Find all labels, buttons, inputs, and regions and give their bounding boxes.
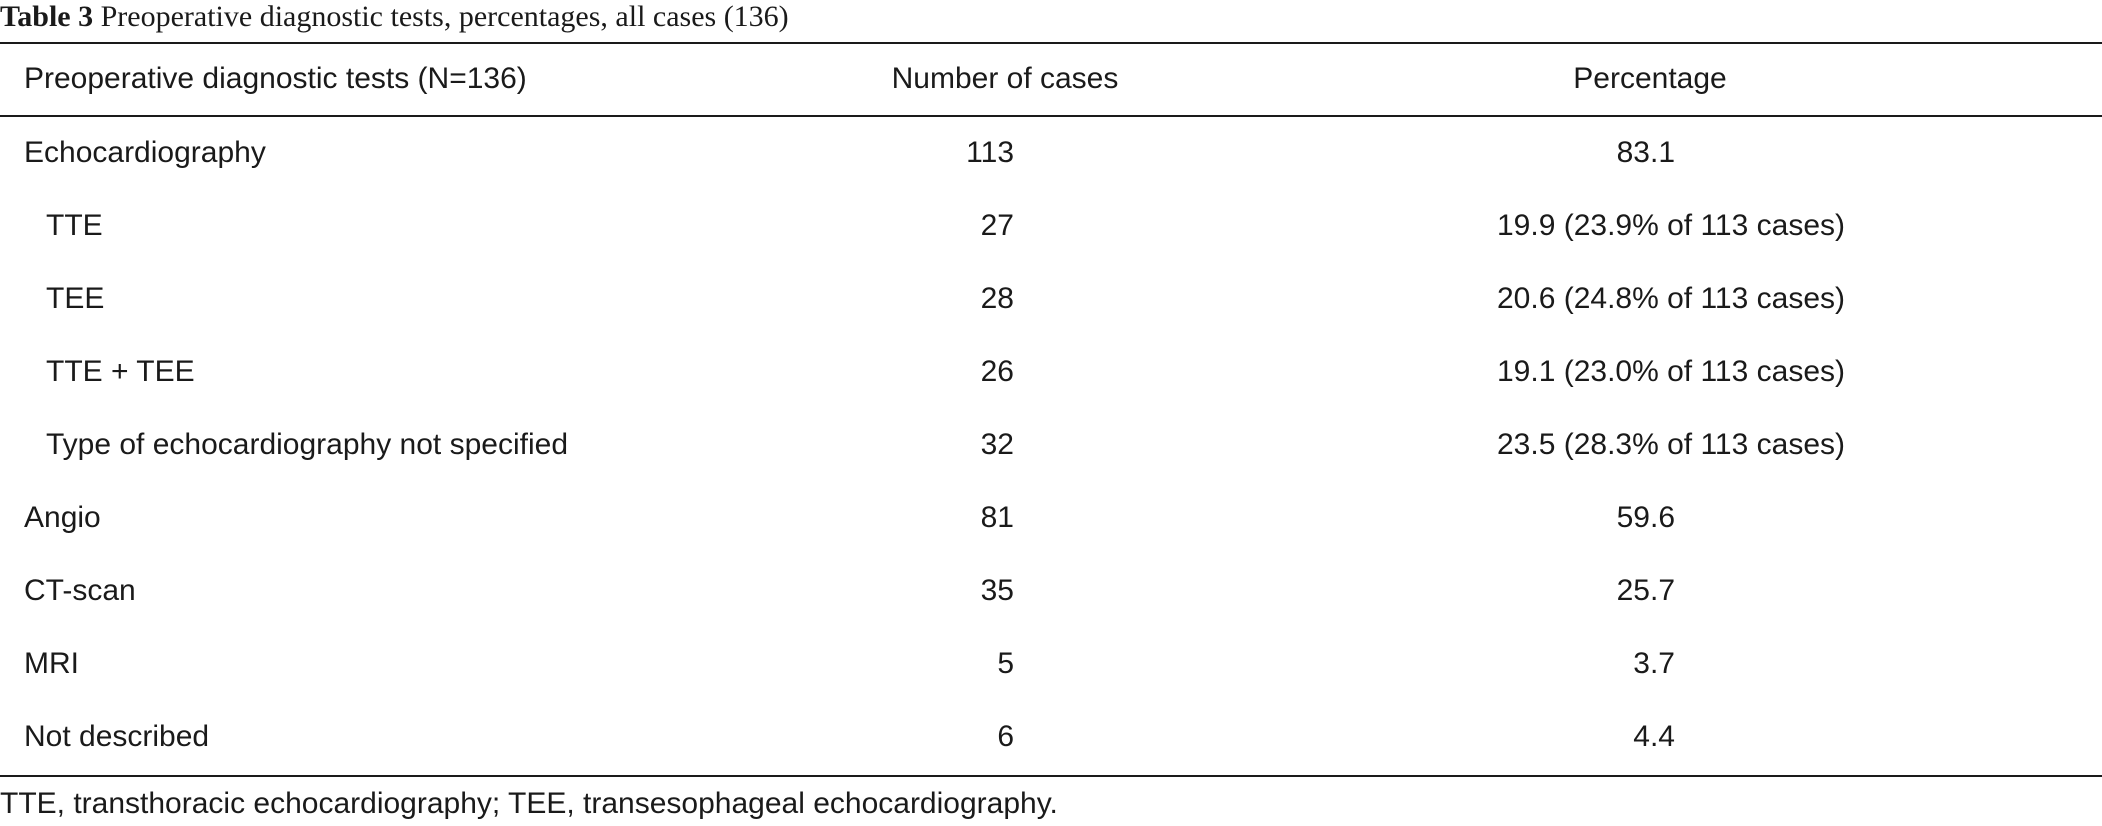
- table-row: Not described 6 4.4: [0, 700, 2102, 773]
- cell-percentage: 3.7: [1633, 647, 1675, 680]
- cell-test: MRI: [24, 647, 79, 680]
- cell-percentage: 20.6 (24.8% of 113 cases): [1497, 282, 1845, 315]
- table-row: CT-scan 35 25.7: [0, 554, 2102, 627]
- cell-count: 6: [997, 720, 1014, 753]
- cell-count: 5: [997, 647, 1014, 680]
- cell-count: 113: [966, 136, 1014, 169]
- table-row: Echocardiography 113 83.1: [0, 116, 2102, 189]
- table-header-rule: [0, 115, 2102, 117]
- cell-count: 81: [980, 501, 1014, 534]
- table-caption: Table 3 Preoperative diagnostic tests, p…: [0, 0, 789, 40]
- cell-percentage: 59.6: [1616, 501, 1675, 534]
- table-row: TEE 28 20.6 (24.8% of 113 cases): [0, 262, 2102, 335]
- header-percentage: Percentage: [1573, 62, 1727, 95]
- table-footnote: TTE, transthoracic echocardiography; TEE…: [0, 787, 1058, 820]
- table-top-rule: [0, 42, 2102, 44]
- table-row: TTE + TEE 26 19.1 (23.0% of 113 cases): [0, 335, 2102, 408]
- cell-test: Echocardiography: [24, 136, 266, 169]
- header-test: Preoperative diagnostic tests (N=136): [24, 62, 527, 95]
- table-caption-text: Preoperative diagnostic tests, percentag…: [93, 0, 789, 33]
- cell-test: TTE: [46, 209, 103, 242]
- cell-percentage: 19.9 (23.9% of 113 cases): [1497, 209, 1845, 242]
- cell-count: 28: [980, 282, 1014, 315]
- cell-count: 35: [980, 574, 1014, 607]
- table-caption-label: Table 3: [0, 0, 94, 33]
- cell-test: TTE + TEE: [46, 355, 195, 388]
- table-row: Type of echocardiography not specified 32…: [0, 408, 2102, 481]
- cell-percentage: 4.4: [1633, 720, 1675, 753]
- table-row: MRI 5 3.7: [0, 627, 2102, 700]
- cell-test: Not described: [24, 720, 210, 753]
- cell-test: Type of echocardiography not specified: [46, 428, 568, 461]
- cell-count: 26: [980, 355, 1014, 388]
- header-count: Number of cases: [891, 62, 1119, 95]
- table-row: TTE 27 19.9 (23.9% of 113 cases): [0, 189, 2102, 262]
- cell-test: Angio: [24, 501, 101, 534]
- cell-percentage: 25.7: [1616, 574, 1675, 607]
- cell-count: 32: [980, 428, 1014, 461]
- cell-percentage: 83.1: [1616, 136, 1675, 169]
- table-bottom-rule: [0, 775, 2102, 777]
- cell-test: TEE: [46, 282, 105, 315]
- cell-percentage: 19.1 (23.0% of 113 cases): [1497, 355, 1845, 388]
- table-row: Angio 81 59.6: [0, 481, 2102, 554]
- cell-count: 27: [980, 209, 1014, 242]
- table-header-row: Preoperative diagnostic tests (N=136) Nu…: [0, 42, 2102, 115]
- cell-percentage: 23.5 (28.3% of 113 cases): [1497, 428, 1845, 461]
- cell-test: CT-scan: [24, 574, 136, 607]
